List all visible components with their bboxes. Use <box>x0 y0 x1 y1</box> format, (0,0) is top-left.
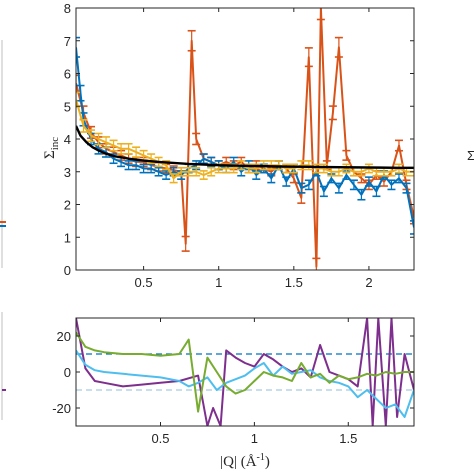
y-tick-label: 6 <box>64 67 71 82</box>
y-tick-label: 0 <box>64 263 71 278</box>
axes-frame <box>75 317 415 427</box>
series-line-2 <box>76 349 414 418</box>
y-axis-label-main: Σ <box>42 150 58 159</box>
x-tick-label: 2 <box>365 275 372 290</box>
series-line-1 <box>76 318 414 426</box>
y-axis-label: Σinc <box>42 137 61 159</box>
series-group <box>76 8 414 270</box>
series-line-1 <box>76 8 414 268</box>
axes-frame <box>75 7 415 271</box>
series-group <box>76 318 414 426</box>
y-axis-label-subscript: inc <box>49 137 61 151</box>
y-tick-label: 3 <box>64 165 71 180</box>
y-tick-label: 4 <box>64 132 71 147</box>
chart-panel-2: 0.5 1 1.5 -20 0 20 |Q| (Å-1) <box>52 317 415 470</box>
series-line-4 <box>76 125 414 170</box>
x-tick-label: 1 <box>251 431 258 446</box>
x-axis-label-main: |Q| (Å <box>220 454 257 470</box>
y-tick-label: -20 <box>52 401 71 416</box>
y-tick-label: 1 <box>64 230 71 245</box>
x-tick-label: 1.5 <box>285 275 303 290</box>
y-tick-label: 2 <box>64 198 71 213</box>
y-tick-label: 20 <box>57 329 71 344</box>
x-axis-label-superscript: -1 <box>257 452 265 463</box>
x-tick-label: 1 <box>215 275 222 290</box>
x-tick-label: 0.5 <box>151 431 169 446</box>
y-tick-label: 5 <box>64 99 71 114</box>
x-axis-label-end: ) <box>265 454 270 470</box>
series-line-3 <box>76 331 414 413</box>
x-tick-label: 1.5 <box>339 431 357 446</box>
chart-panel-1: 0.5 1 1.5 2 0 1 2 3 4 5 6 7 8 Σinc <box>42 1 415 290</box>
y-tick-label: 0 <box>64 365 71 380</box>
right-neighbor-label-fragment: Σ <box>467 148 474 163</box>
y-tick-label: 8 <box>64 1 71 16</box>
y-tick-label: 7 <box>64 34 71 49</box>
x-axis-label: |Q| (Å-1) <box>220 452 270 470</box>
x-tick-label: 0.5 <box>135 275 153 290</box>
